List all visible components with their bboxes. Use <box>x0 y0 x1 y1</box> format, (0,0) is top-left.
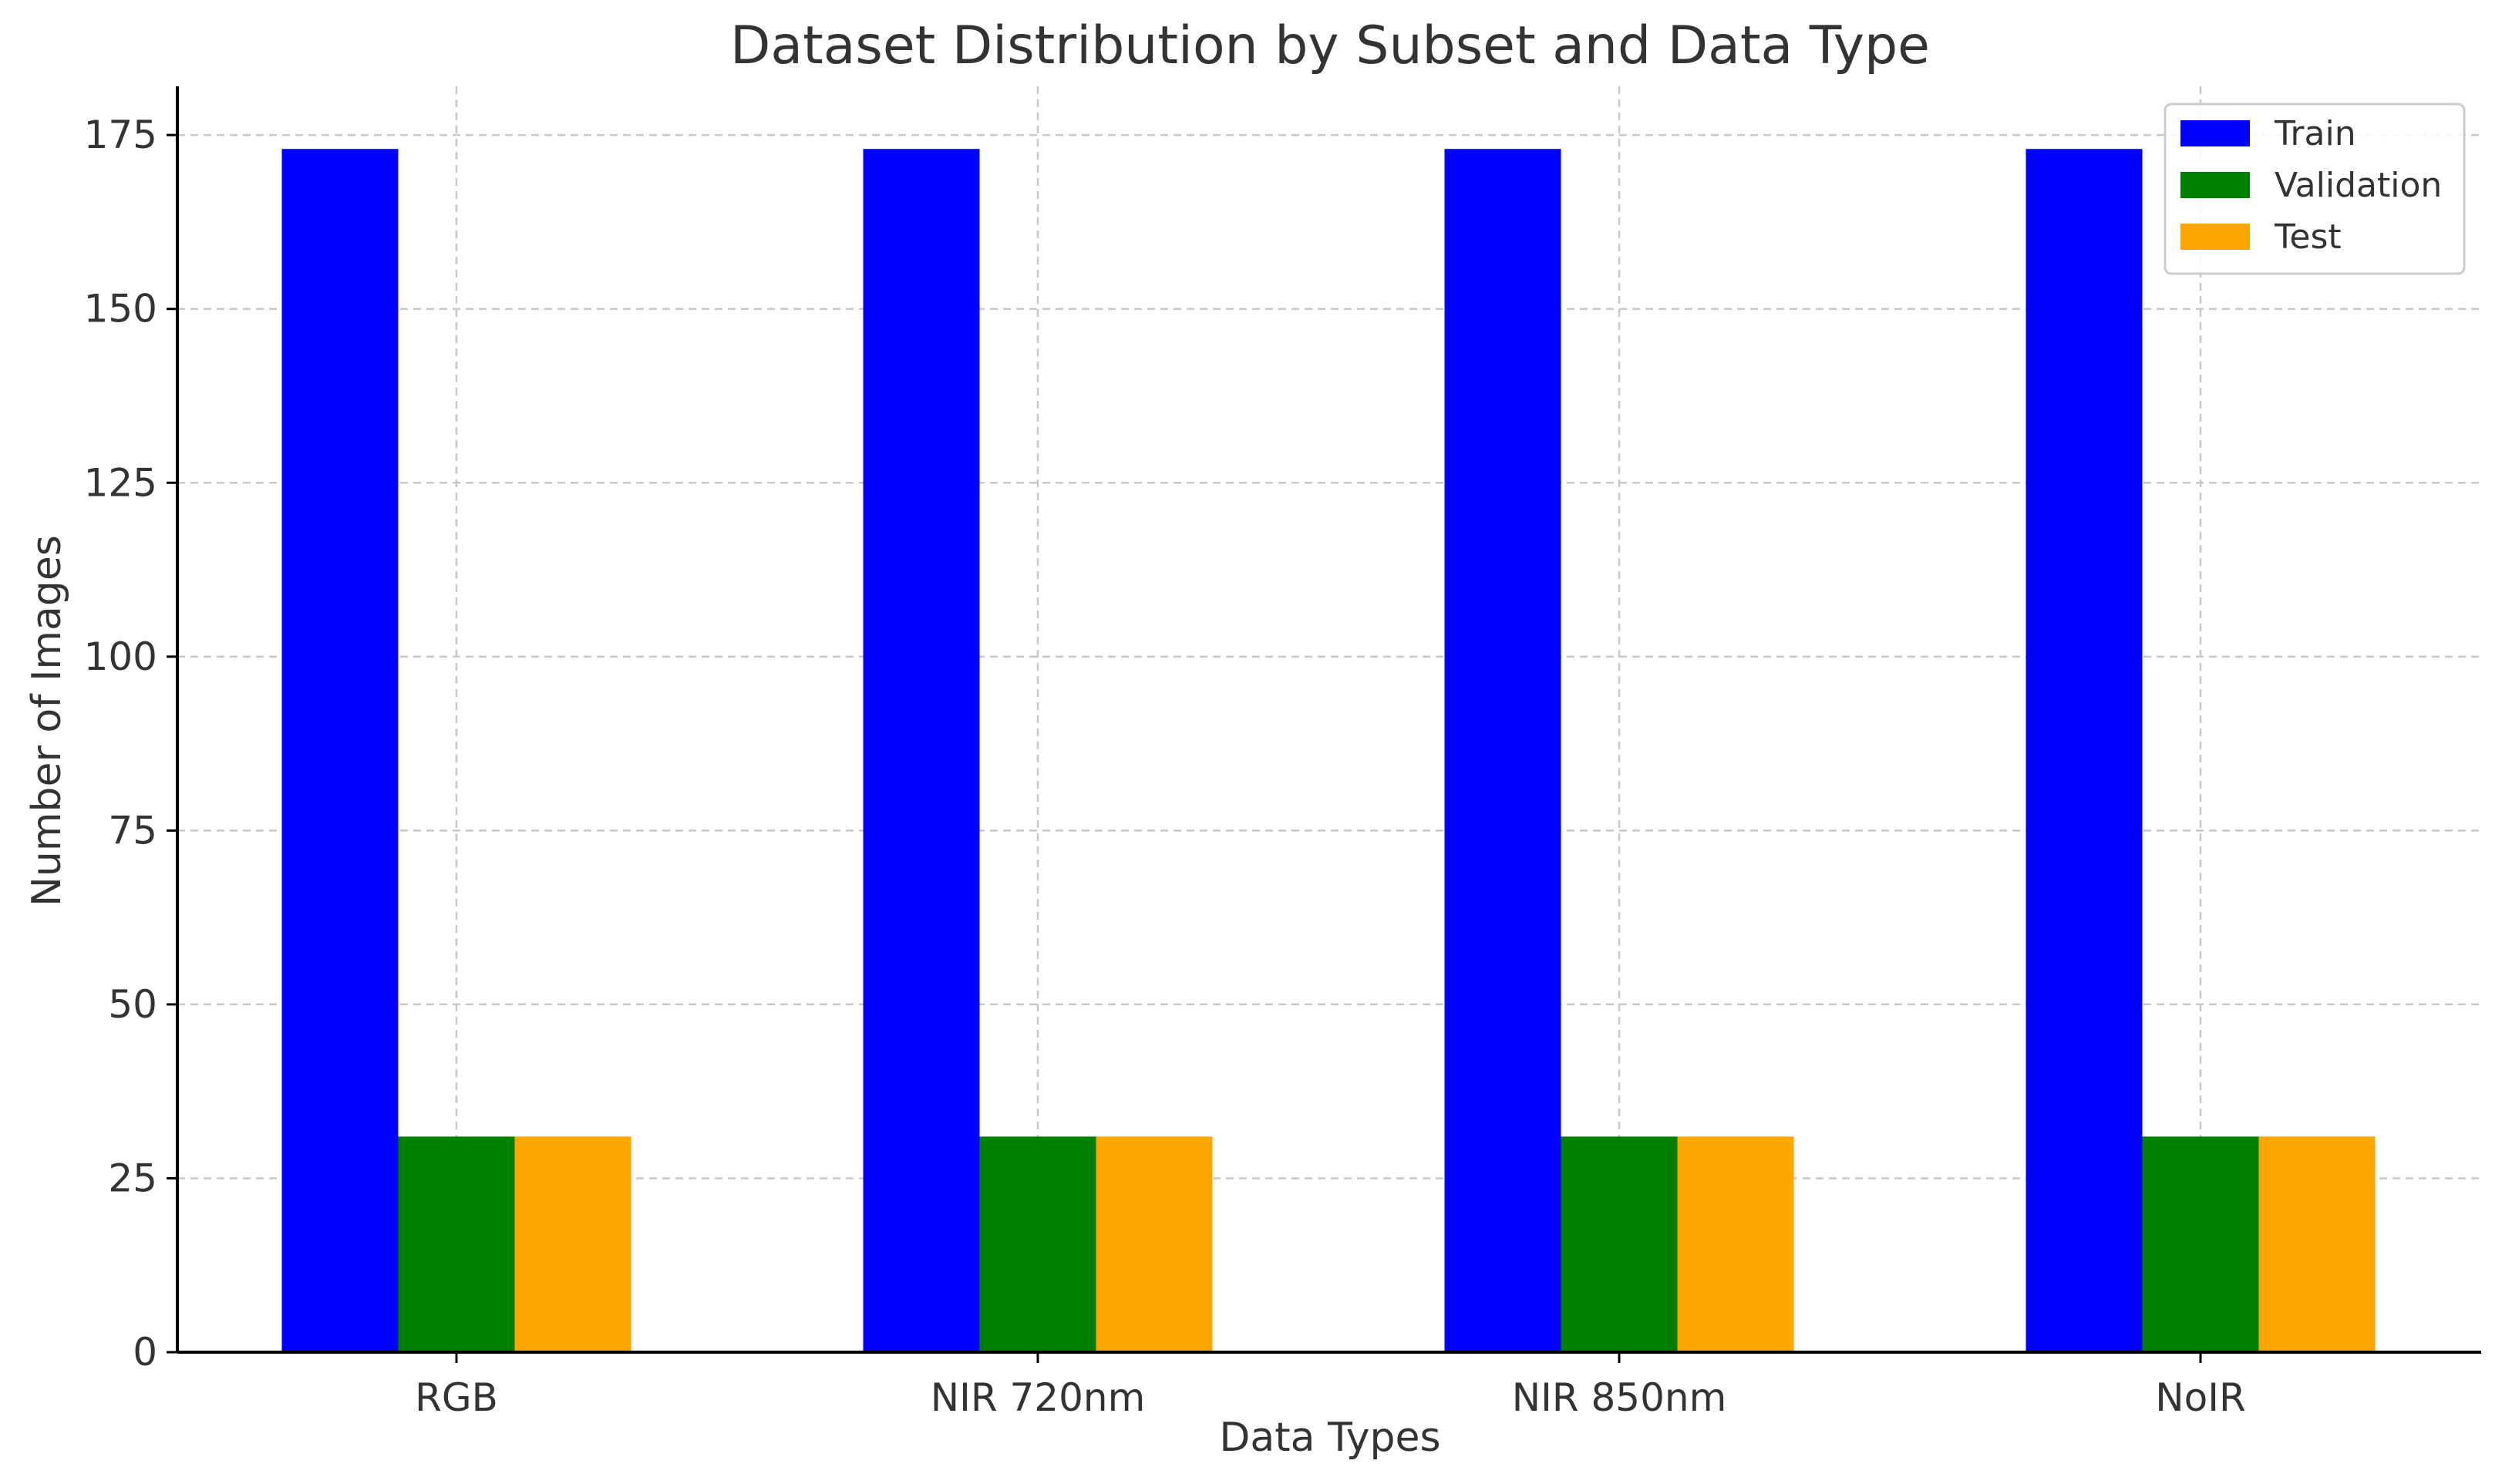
x-axis-label: Data Types <box>1219 1415 1440 1461</box>
x-tick-label: NIR 720nm <box>931 1375 1146 1420</box>
y-tick-label: 75 <box>108 808 157 853</box>
y-tick-label: 50 <box>108 982 157 1027</box>
x-tick-label: NoIR <box>2155 1375 2245 1420</box>
x-tick-label: NIR 850nm <box>1512 1375 1727 1420</box>
legend: Train Validation Test <box>2164 103 2466 275</box>
x-tick-label: RGB <box>415 1375 498 1420</box>
y-tick-label: 125 <box>84 460 157 505</box>
legend-swatch-test <box>2180 224 2250 250</box>
bar-train-nir-850nm <box>1444 149 1561 1353</box>
y-tick-label: 0 <box>133 1330 157 1375</box>
chart-title: Dataset Distribution by Subset and Data … <box>730 15 1930 76</box>
legend-label-test: Test <box>2274 217 2342 257</box>
y-tick-label: 25 <box>108 1156 157 1200</box>
bar-test-noir <box>2258 1136 2376 1352</box>
bars-layer <box>281 149 2376 1353</box>
y-tick-label: 175 <box>84 113 157 157</box>
bar-test-rgb <box>514 1136 631 1352</box>
bar-validation-noir <box>2142 1136 2259 1352</box>
bar-validation-rgb <box>398 1136 515 1352</box>
bar-test-nir-720nm <box>1096 1136 1213 1352</box>
y-axis-label: Number of Images <box>24 535 70 907</box>
bar-train-rgb <box>281 149 399 1353</box>
bar-test-nir-850nm <box>1677 1136 1794 1352</box>
y-tick-label: 100 <box>84 634 157 679</box>
legend-label-train: Train <box>2274 114 2356 153</box>
bar-validation-nir-720nm <box>979 1136 1096 1352</box>
bar-validation-nir-850nm <box>1561 1136 1678 1352</box>
y-tick-label: 150 <box>84 287 157 331</box>
ticks-layer: 0 25 50 75 100 125 150 175 RGB NIR 720nm NIR 850nm… <box>84 113 2246 1420</box>
legend-swatch-train <box>2180 120 2250 146</box>
bar-train-noir <box>2026 149 2143 1353</box>
legend-label-validation: Validation <box>2275 166 2442 205</box>
axes-layer <box>176 86 2481 1354</box>
bar-train-nir-720nm <box>863 149 980 1353</box>
legend-swatch-validation <box>2180 172 2250 198</box>
